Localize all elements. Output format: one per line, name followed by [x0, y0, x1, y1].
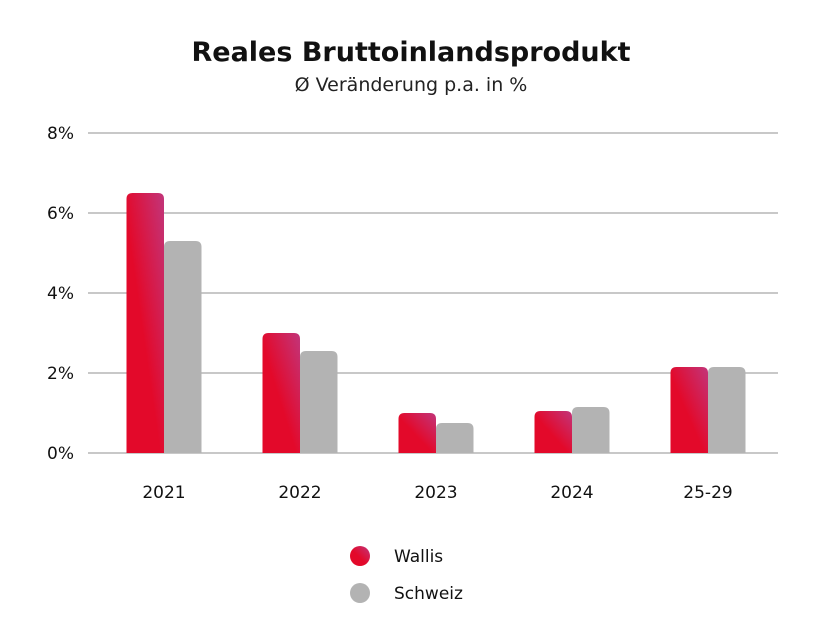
bars [126, 193, 746, 453]
bar-schweiz-2021 [164, 241, 202, 453]
grid-lines [88, 132, 778, 454]
bar-schweiz-2024 [572, 407, 610, 453]
x-tick-label: 2023 [414, 483, 457, 503]
x-tick-label: 2022 [278, 483, 321, 503]
x-tick-label: 2021 [142, 483, 185, 503]
bar-wallis-2021 [126, 193, 164, 453]
y-tick-label: 6% [47, 204, 74, 224]
chart-subtitle: Ø Veränderung p.a. in % [295, 74, 528, 96]
y-axis-ticks: 0% 2% 4% 6% 8% [47, 124, 74, 464]
bar-wallis-2023 [398, 413, 436, 453]
x-axis-ticks: 2021 2022 2023 2024 25-29 [142, 483, 732, 503]
bar-schweiz-2023 [436, 423, 474, 453]
y-tick-label: 4% [47, 284, 74, 304]
legend: Wallis Schweiz [350, 546, 463, 604]
bar-schweiz-25-29 [708, 367, 746, 453]
legend-swatch-wallis [350, 546, 370, 566]
legend-label-schweiz: Schweiz [394, 584, 463, 604]
chart-title: Reales Bruttoinlandsprodukt [191, 37, 630, 68]
y-tick-label: 8% [47, 124, 74, 144]
y-tick-label: 2% [47, 364, 74, 384]
legend-label-wallis: Wallis [394, 547, 443, 567]
bar-schweiz-2022 [300, 351, 338, 453]
x-tick-label: 2024 [550, 483, 593, 503]
y-tick-label: 0% [47, 444, 74, 464]
bar-wallis-2022 [262, 333, 300, 453]
x-tick-label: 25-29 [683, 483, 732, 503]
bar-wallis-25-29 [670, 367, 708, 453]
legend-swatch-schweiz [350, 583, 370, 603]
bar-wallis-2024 [534, 411, 572, 453]
